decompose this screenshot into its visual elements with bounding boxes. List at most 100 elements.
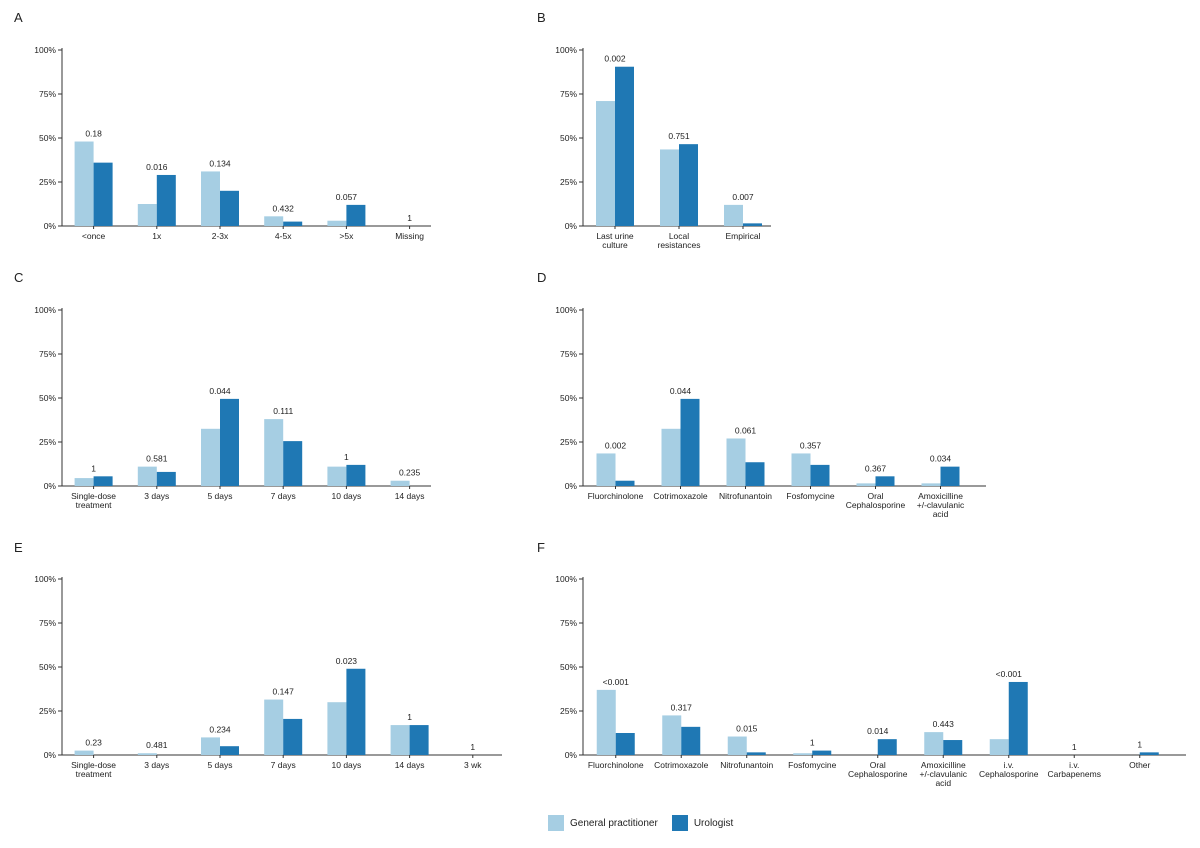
bar-gp [662,715,682,755]
x-tick-label: Nitrofunantoin [719,491,772,501]
x-tick-label-line: 14 days [395,491,425,501]
p-value-label: 1 [407,712,412,722]
p-value-label: 0.134 [209,158,231,168]
panel-letter: D [537,270,546,285]
y-tick-label: 75% [560,618,577,628]
bar-gp [390,480,410,486]
bar-gp [596,453,616,486]
p-value-label: <0.001 [603,677,630,687]
legend-item-gp: General practitioner [548,815,658,831]
p-value-label: 0.23 [85,738,102,748]
bar-gp [264,699,284,755]
panel-letter: A [14,10,23,25]
bar-urologist [220,746,239,755]
p-value-label: 0.061 [735,425,757,435]
x-tick-label-line: <once [82,231,106,241]
p-value-label: 1 [91,463,96,473]
p-value-label: 0.432 [273,203,295,213]
p-value-label: 0.034 [930,454,952,464]
x-tick-label: 5 days [207,491,232,501]
bar-gp [264,419,284,486]
legend-swatch-urologist [671,815,688,831]
x-tick-label: Single-dose treatment [71,491,116,510]
x-tick-label: Nitrofunantoin [720,760,773,770]
x-tick-label-line: i.v. [1069,760,1079,770]
x-tick-label-line: Nitrofunantoin [719,491,772,501]
bar-gp [596,101,615,226]
bar-urologist [93,476,113,486]
x-tick-label-line: Fosfomycine [786,491,834,501]
x-tick-label-line: 3 wk [464,760,482,770]
x-tick-label-line: culture [602,240,628,250]
legend-label-urologist: Urologist [693,817,734,829]
bar-gp [856,483,876,486]
p-value-label: 0.016 [146,162,168,172]
x-tick-label-line: Single-dose [71,491,116,501]
bar-gp [137,466,157,486]
bar-gp [74,750,94,755]
bar-gp [201,737,220,755]
p-value-label: 0.751 [668,131,690,141]
bar-urologist [877,739,897,755]
y-tick-label: 0% [44,750,57,760]
y-tick-label: 75% [560,89,577,99]
legend-item-urologist: Urologist [671,815,734,831]
panel-b: B 0% 25% 50% 75% 100% 0.002 Last urine culture 0.… [537,10,771,250]
x-tick-label-line: Amoxicilline [918,491,963,501]
x-tick-label: 7 days [271,760,296,770]
y-tick-label: 50% [560,662,577,672]
x-tick-label-line: Cotrimoxazole [654,760,709,770]
y-tick-label: 100% [34,574,56,584]
x-tick-label-line: Last urine [596,231,634,241]
x-tick-label: 3 days [144,491,169,501]
bar-urologist [875,476,895,486]
x-tick-label-line: Cephalosporine [979,769,1039,779]
bar-urologist [283,718,303,755]
bar-gp [201,428,220,486]
x-tick-label-line: 5 days [207,491,232,501]
y-tick-label: 25% [39,437,56,447]
x-tick-label-line: 2-3x [212,231,229,241]
panel-letter: F [537,540,545,555]
bar-gp [921,483,941,486]
x-tick-label-line: treatment [76,500,113,510]
p-value-label: 0.015 [736,724,758,734]
x-tick-label-line: Cotrimoxazole [653,491,708,501]
p-value-label: 0.002 [605,440,627,450]
y-tick-label: 50% [39,393,56,403]
x-tick-label: Last urine culture [596,231,634,250]
panel-e: E 0% 25% 50% 75% 100% 0.23 Single-dose treatment… [14,540,502,779]
x-tick-label-line: Missing [395,231,424,241]
x-tick-label: 14 days [395,760,425,770]
x-tick-label: Single-dose treatment [71,760,116,779]
panel-f: F 0% 25% 50% 75% 100% <0.001 Fluorchinolone 0.31… [537,540,1186,788]
p-value-label: 0.18 [85,129,102,139]
x-tick-label: Fluorchinolone [588,760,644,770]
x-tick-label-line: Other [1129,760,1150,770]
y-tick-label: 0% [565,750,578,760]
bar-urologist [156,174,176,226]
x-tick-label: 3 days [144,760,169,770]
y-tick-label: 75% [39,89,56,99]
p-value-label: 0.147 [273,687,295,697]
x-tick-label: 10 days [332,760,362,770]
p-value-label: 0.235 [399,468,421,478]
legend-label-gp: General practitioner [570,817,658,829]
bar-gp [327,220,347,226]
bar-gp [327,466,347,486]
bar-gp [137,753,157,755]
x-tick-label-line: Carbapenems [1048,769,1101,779]
x-tick-label-line: 7 days [271,760,296,770]
x-tick-label-line: +/-clavulanic [917,500,965,510]
y-tick-label: 50% [560,133,577,143]
x-tick-label: 4-5x [275,231,292,241]
x-tick-label: i.v. Cephalosporine [979,760,1039,779]
x-tick-label-line: 3 days [144,760,169,770]
bar-urologist [680,398,700,486]
bar-urologist [220,190,239,226]
panel-d: D 0% 25% 50% 75% 100% 0.002 Fluorchinolone 0.044… [537,270,986,519]
x-tick-label-line: 10 days [332,760,362,770]
p-value-label: 1 [810,738,815,748]
bar-urologist [1008,681,1028,755]
